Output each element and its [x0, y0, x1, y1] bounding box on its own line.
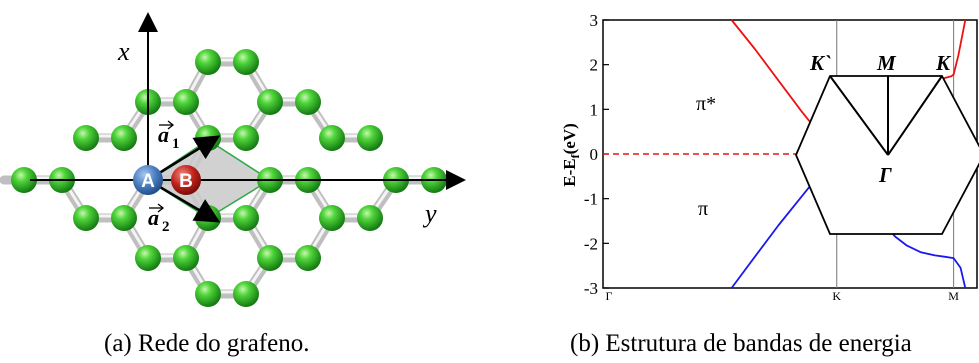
- y-tick-label: -1: [584, 190, 598, 209]
- caption-a: (a) Rede do grafeno.: [104, 330, 310, 357]
- band-structure-panel: -3 -2 -1 0 1 2 3 Γ K M E-Ef(eV) π* π K` M K Γ: [560, 11, 979, 303]
- vector-a2-label: a 2: [148, 203, 170, 235]
- atom-b: B: [171, 165, 201, 195]
- atom-a: A: [133, 165, 163, 195]
- carbon-atom: [233, 49, 259, 75]
- bz-label-m: M: [876, 51, 897, 75]
- bz-label-gamma: Γ: [878, 163, 892, 187]
- graphene-lattice-panel: x y a 1 a 2 A B: [0, 12, 466, 307]
- bz-label-k: K: [935, 51, 952, 75]
- y-axis-label: E-Ef(eV): [560, 123, 582, 187]
- y-tick-label: 2: [590, 56, 599, 75]
- carbon-atom: [173, 245, 199, 271]
- y-tick-label: 0: [590, 145, 599, 164]
- carbon-atom: [111, 125, 137, 151]
- bz-label-k-prime: K`: [809, 51, 831, 75]
- carbon-atom: [233, 205, 259, 231]
- svg-text:a: a: [148, 205, 159, 230]
- carbon-atom: [295, 245, 321, 271]
- carbon-atom: [135, 245, 161, 271]
- y-tick-label: -2: [584, 234, 598, 253]
- carbon-atom: [195, 281, 221, 307]
- brillouin-zone-inset: K` M K Γ: [795, 51, 979, 235]
- carbon-atom: [257, 89, 283, 115]
- carbon-atom: [195, 49, 221, 75]
- carbon-atom: [73, 125, 99, 151]
- y-axis-ticks: -3 -2 -1 0 1 2 3: [584, 11, 609, 298]
- carbon-atom: [319, 205, 345, 231]
- carbon-atom: [111, 205, 137, 231]
- x-tick-label: M: [948, 289, 959, 303]
- carbon-atom: [319, 125, 345, 151]
- y-tick-label: 1: [590, 100, 599, 119]
- carbon-atom: [357, 125, 383, 151]
- caption-b: (b) Estrutura de bandas de energia: [570, 330, 912, 357]
- carbon-atom: [11, 167, 37, 193]
- svg-text:A: A: [141, 171, 155, 192]
- vector-a1-label: a 1: [158, 120, 180, 152]
- carbon-atom: [257, 245, 283, 271]
- band-label-pi-star: π*: [696, 93, 716, 115]
- x-axis-label: x: [117, 37, 130, 66]
- carbon-atom: [295, 89, 321, 115]
- x-tick-label: Γ: [606, 289, 613, 303]
- carbon-atom: [233, 125, 259, 151]
- svg-text:E-Ef(eV): E-Ef(eV): [560, 123, 582, 187]
- y-tick-label: -3: [584, 279, 598, 298]
- band-label-pi: π: [698, 198, 708, 220]
- carbon-atom: [233, 281, 259, 307]
- svg-text:a: a: [158, 122, 169, 147]
- svg-text:1: 1: [172, 136, 180, 152]
- y-axis-label: y: [422, 199, 437, 228]
- x-tick-label: K: [832, 289, 841, 303]
- svg-text:2: 2: [162, 219, 170, 235]
- carbon-atom: [357, 205, 383, 231]
- y-tick-label: 3: [590, 11, 599, 30]
- carbon-atom: [173, 89, 199, 115]
- carbon-atom: [73, 205, 99, 231]
- svg-text:B: B: [179, 171, 193, 192]
